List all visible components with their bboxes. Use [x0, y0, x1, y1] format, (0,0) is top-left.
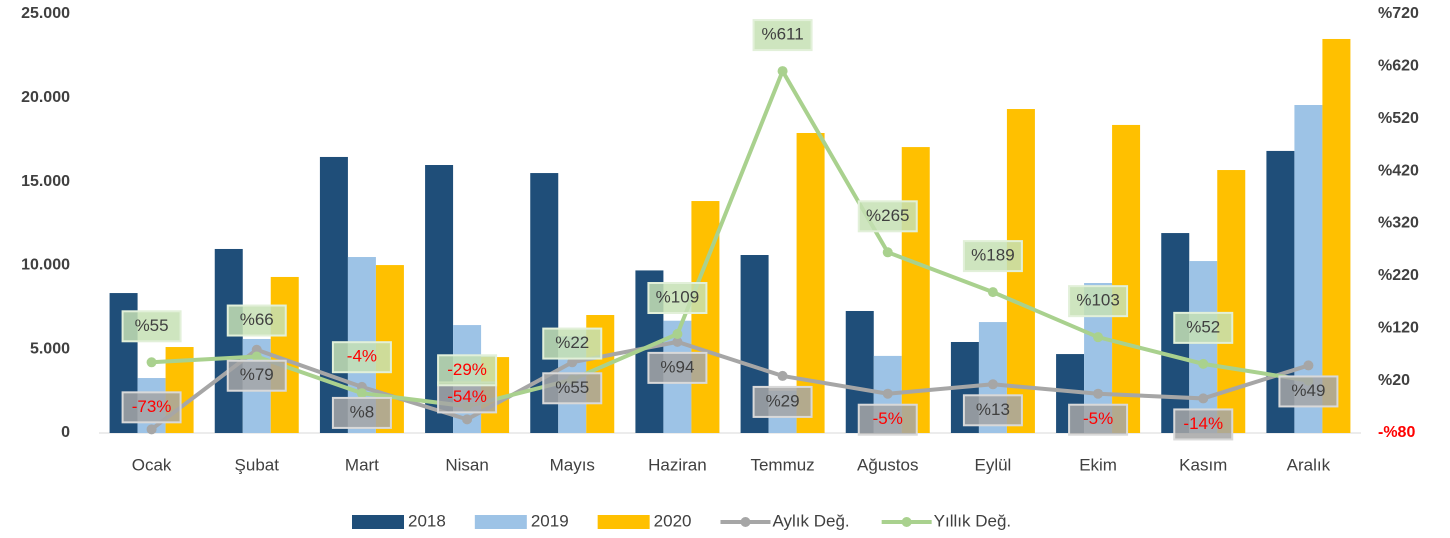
y2-tick-label: %420 — [1378, 162, 1419, 179]
data-label: %22 — [555, 333, 589, 352]
legend-swatch — [598, 515, 650, 529]
line-marker — [1198, 359, 1208, 369]
data-label: %55 — [555, 378, 589, 397]
data-label: %611 — [761, 25, 803, 44]
bar — [1112, 125, 1140, 433]
legend-label: Aylık Değ. — [772, 511, 849, 530]
x-tick-label: Ocak — [132, 455, 172, 474]
line-marker — [1303, 360, 1313, 370]
data-label: -29% — [447, 360, 487, 379]
bar — [1322, 39, 1350, 433]
line-marker — [147, 357, 157, 367]
x-tick-label: Haziran — [648, 455, 707, 474]
x-tick-label: Ağustos — [857, 455, 918, 474]
line-marker — [778, 371, 788, 381]
bar — [320, 157, 348, 433]
data-label: %8 — [350, 402, 375, 421]
y-tick-label: 5.000 — [30, 340, 70, 357]
y2-tick-label: %220 — [1378, 267, 1419, 284]
line-marker — [357, 388, 367, 398]
bar — [1189, 261, 1217, 433]
legend-marker — [902, 517, 912, 527]
line-marker — [1198, 393, 1208, 403]
x-tick-label: Temmuz — [750, 455, 814, 474]
data-label: -5% — [1083, 409, 1113, 428]
legend-swatch — [352, 515, 404, 529]
line-marker — [988, 379, 998, 389]
legend-marker — [740, 517, 750, 527]
data-label: -4% — [347, 347, 377, 366]
data-label: %66 — [240, 310, 274, 329]
data-label: %79 — [240, 365, 274, 384]
line-marker — [988, 287, 998, 297]
line-marker — [1093, 332, 1103, 342]
data-label: %52 — [1186, 317, 1220, 336]
legend-swatch — [475, 515, 527, 529]
bar — [215, 249, 243, 433]
data-label: %189 — [971, 246, 1014, 265]
y2-tick-label: %320 — [1378, 215, 1419, 232]
x-tick-label: Kasım — [1179, 455, 1227, 474]
data-label: -14% — [1183, 414, 1223, 433]
y-tick-label: 25.000 — [21, 5, 70, 22]
y2-tick-label: %520 — [1378, 110, 1419, 127]
x-tick-label: Nisan — [445, 455, 488, 474]
line-marker — [883, 247, 893, 257]
x-tick-label: Mart — [345, 455, 379, 474]
data-label: -54% — [447, 387, 487, 406]
y-tick-label: 10.000 — [21, 257, 70, 274]
data-label: %55 — [135, 316, 169, 335]
y-tick-label: 20.000 — [21, 89, 70, 106]
chart: 0 5.000 10.000 15.000 20.000 25.000 -%80 %20 %12… — [0, 0, 1450, 538]
line-marker — [462, 414, 472, 424]
line-marker — [778, 66, 788, 76]
line-marker — [672, 329, 682, 339]
data-label: -5% — [873, 409, 903, 428]
line-marker — [147, 424, 157, 434]
line-marker — [1093, 389, 1103, 399]
y2-tick-label: %720 — [1378, 5, 1419, 22]
data-label: -73% — [132, 397, 172, 416]
data-label: %94 — [660, 357, 694, 376]
y-tick-label: 15.000 — [21, 173, 70, 190]
x-tick-label: Şubat — [235, 455, 280, 474]
x-tick-label: Eylül — [974, 455, 1011, 474]
data-label: %103 — [1076, 291, 1119, 310]
line-marker — [883, 389, 893, 399]
x-tick-label: Aralık — [1287, 455, 1331, 474]
y2-tick-label: %120 — [1378, 319, 1419, 336]
data-label: %109 — [656, 287, 699, 306]
legend-label: 2020 — [654, 511, 692, 530]
y2-tick-label: %620 — [1378, 58, 1419, 75]
legend-label: 2019 — [531, 511, 569, 530]
data-label: %49 — [1291, 381, 1325, 400]
y2-tick-label: -%80 — [1378, 424, 1415, 441]
legend-label: Yıllık Değ. — [934, 511, 1011, 530]
x-tick-label: Mayıs — [550, 455, 595, 474]
x-tick-label: Ekim — [1079, 455, 1117, 474]
legend-label: 2018 — [408, 511, 446, 530]
data-label: %29 — [766, 391, 800, 410]
data-label: %265 — [866, 206, 909, 225]
y-tick-label: 0 — [61, 424, 70, 441]
data-label: %13 — [976, 400, 1010, 419]
y2-tick-label: %20 — [1378, 372, 1410, 389]
